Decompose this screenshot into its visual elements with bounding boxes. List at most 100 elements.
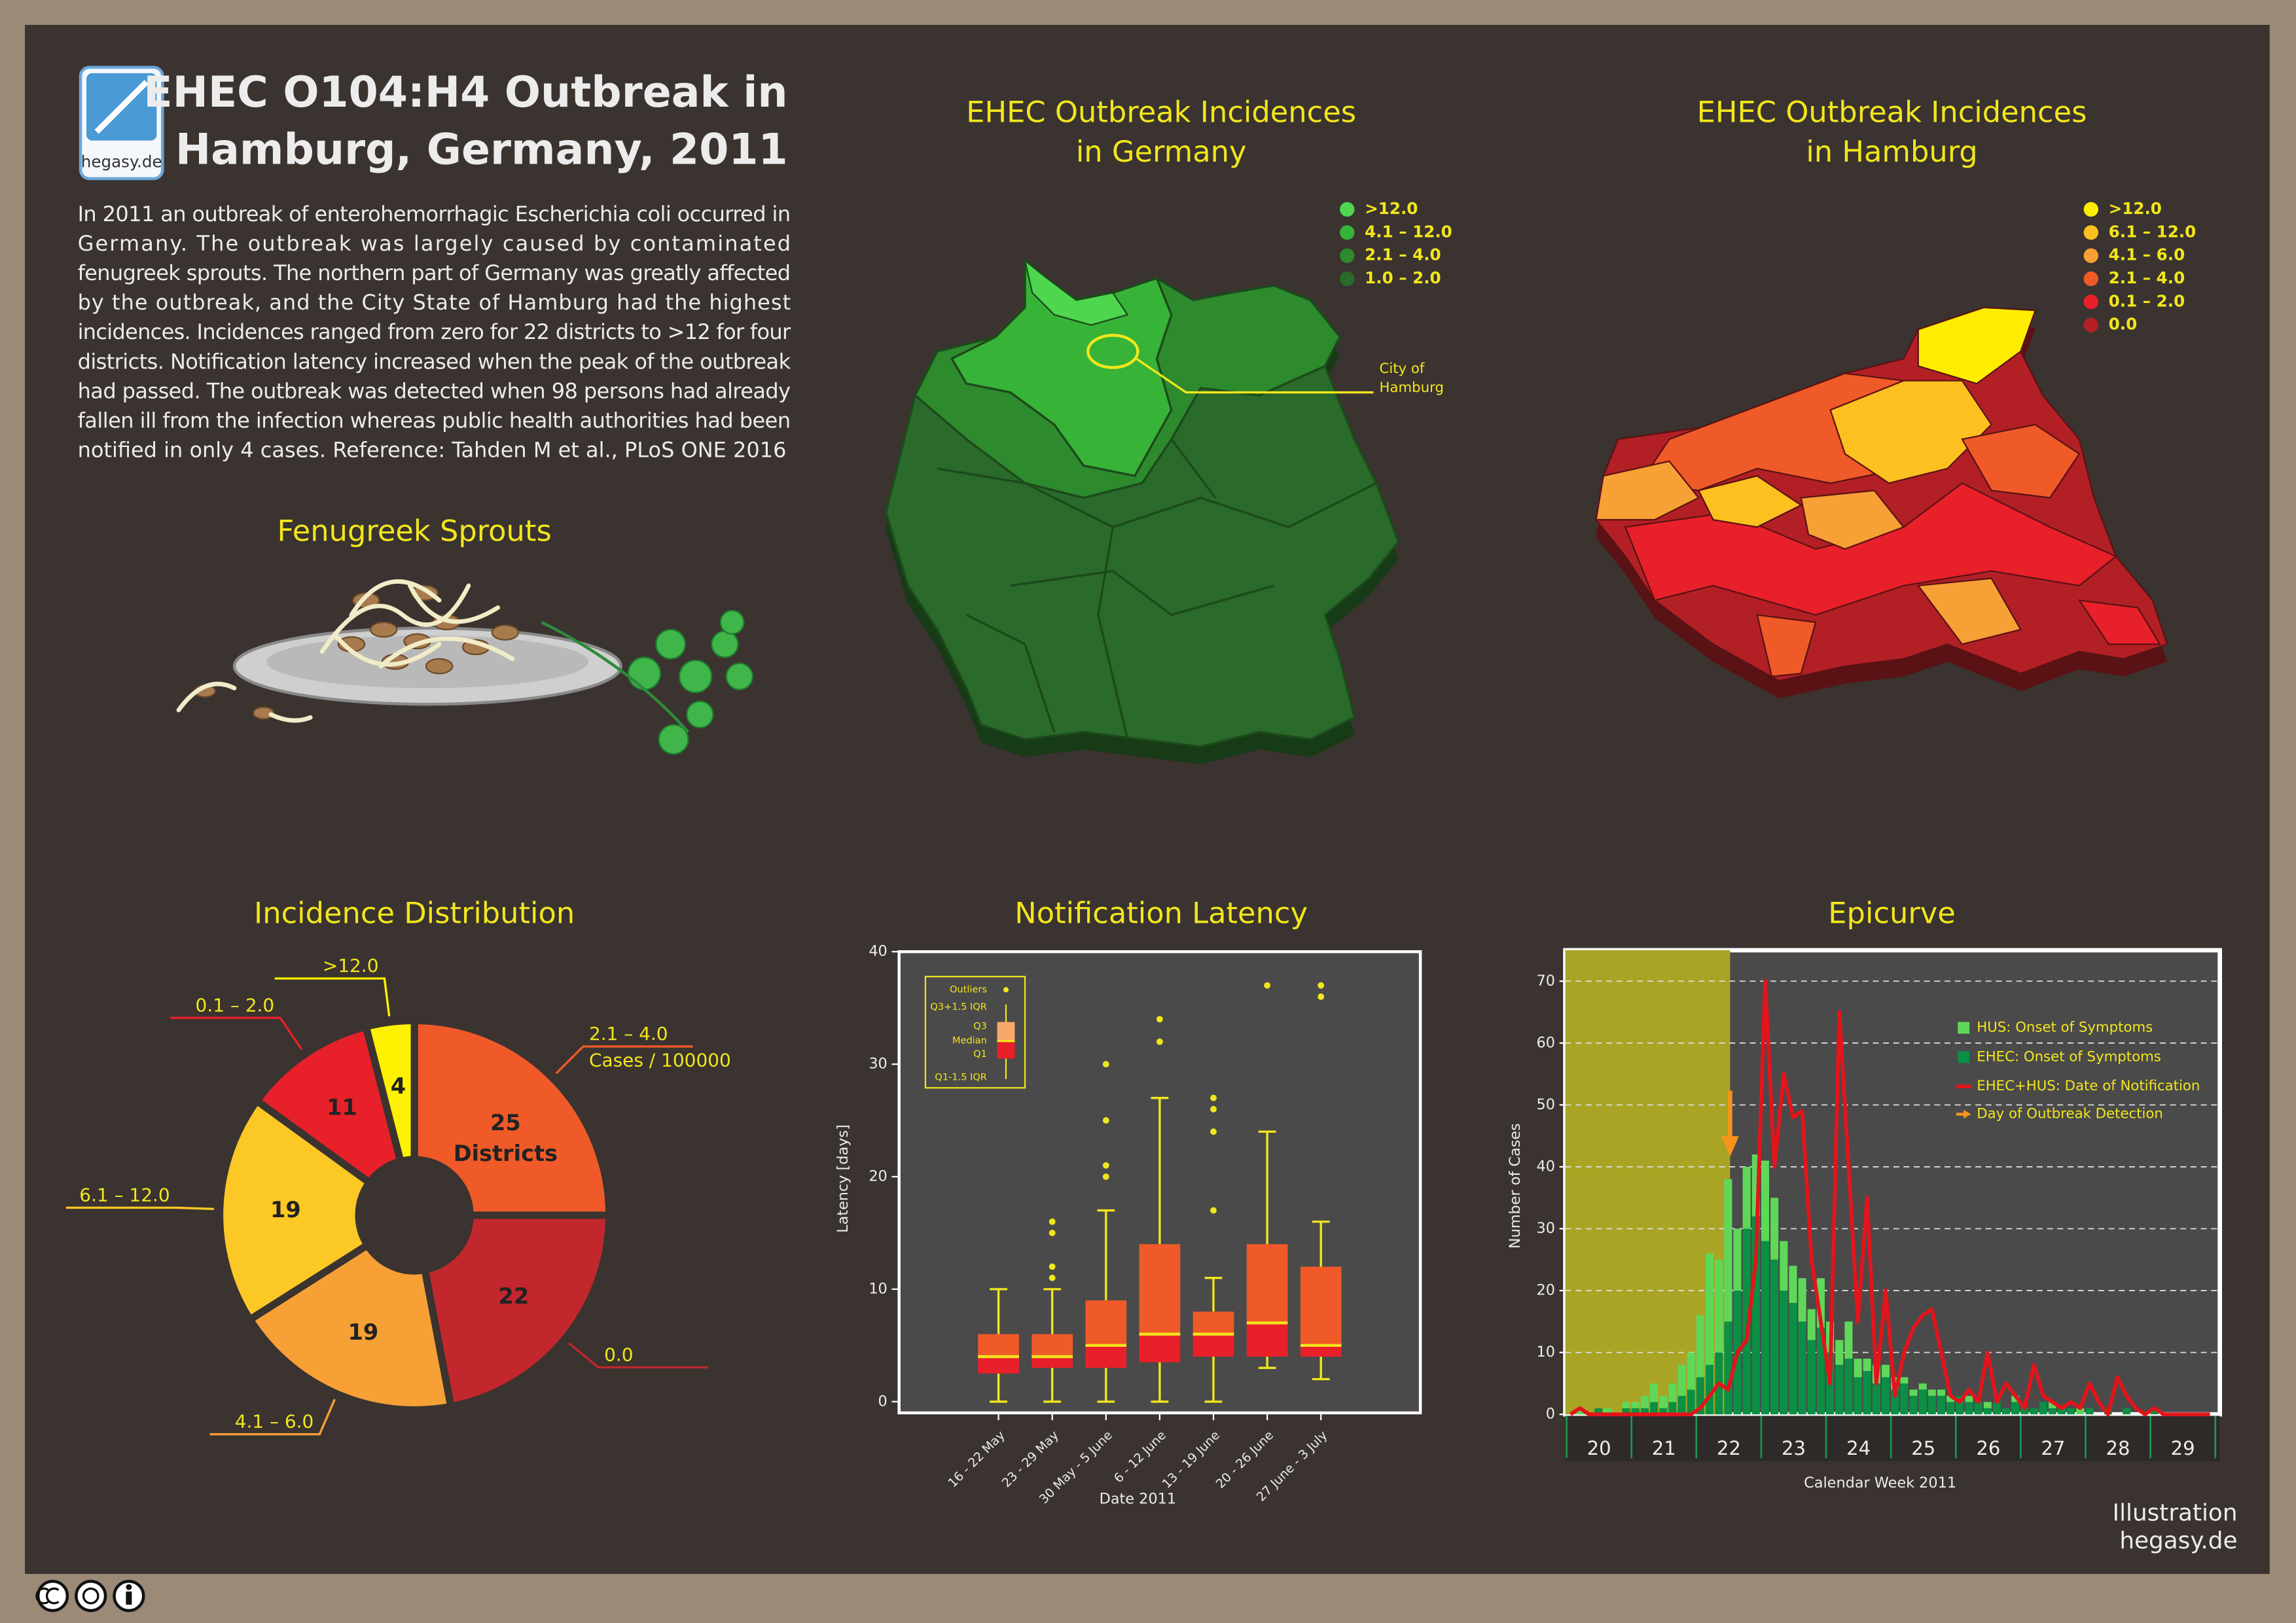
bar-ehec [1659,1408,1668,1415]
bar-ehec [1640,1408,1649,1415]
detection-arrow-head [1721,1136,1739,1157]
x-tick-label: 26 [1976,1437,2000,1459]
page-title: Hamburg, Germany, 2011 [175,125,788,174]
y-tick-label: 40 [869,943,887,960]
intro-text: In 2011 an outbreak of enterohemorrhagic… [78,202,791,226]
bar-ehec [2085,1408,2094,1415]
bar-hus [1881,1364,1890,1378]
category-label: 6.1 – 12.0 [79,1185,170,1206]
bar-hus [1854,1359,1862,1378]
bar-hus [1909,1389,1918,1396]
legend-swatch [1958,1022,1970,1034]
bar-ehec [1891,1389,1899,1415]
chart-title: Notification Latency [1014,895,1308,930]
bar-ehec [1677,1395,1686,1415]
map-title: in Germany [1076,134,1247,169]
bar-ehec [1770,1259,1779,1415]
category-label: >12.0 [323,955,379,976]
x-tick-label: 28 [2106,1437,2130,1459]
map-title: EHEC Outbreak Incidences [1697,95,2087,130]
bar-ehec [1909,1395,1918,1415]
y-tick-label: 60 [1537,1034,1555,1051]
category-note: Cases / 100000 [589,1049,731,1071]
bar-hus [1946,1395,1955,1402]
bar-hus [1604,1408,1612,1415]
legend-label: >12.0 [1365,199,1418,218]
bar-ehec [1974,1402,1982,1415]
box-upper [1300,1266,1342,1346]
leader-line [274,977,391,1017]
legend-label: HUS: Onset of Symptoms [1977,1020,2153,1036]
value-label: 11 [327,1095,357,1120]
outlier [1102,1117,1109,1124]
legend-swatch [1340,202,1355,217]
outlier [1049,1230,1056,1236]
leader-line [170,1016,303,1050]
germany-map [884,258,1400,764]
outlier [1102,1061,1109,1068]
intro-text: fallen ill from the infection whereas pu… [78,408,791,433]
legend-label: 0.0 [2109,315,2138,334]
bar-hus [2048,1402,2056,1408]
legend-label: >12.0 [2109,199,2162,218]
outlier [1210,1207,1217,1214]
bar-hus [1742,1166,1751,1229]
bar-hus [1715,1259,1723,1353]
bar-hus [1705,1253,1714,1365]
legend-box-lower [997,1041,1015,1059]
logo-text: hegasy.de [81,152,162,171]
bar-ehec [2150,1408,2159,1415]
chart-title: Epicurve [1828,895,1955,930]
bar-ehec [1946,1402,1955,1415]
bar-ehec [1844,1359,1853,1415]
outlier [1102,1173,1109,1180]
box-upper [1031,1334,1073,1357]
legend-label: Median [952,1036,987,1046]
x-tick-label: 24 [1846,1437,1871,1459]
legend-box-upper [997,1022,1015,1041]
bar-hus [1770,1198,1779,1260]
map-title: EHEC Outbreak Incidences [966,95,1356,130]
box-lower [1300,1345,1342,1357]
bar-ehec [2067,1408,2075,1415]
donut-slice [251,1022,405,1188]
outlier [1049,1263,1056,1270]
legend-outlier [1003,987,1009,993]
leader-line [65,1206,214,1210]
bar-ehec [1872,1383,1880,1415]
bar-hus [1918,1383,1927,1390]
bar-ehec [1687,1389,1695,1415]
bar-hus [1659,1395,1668,1408]
logo-pen [94,80,149,134]
intro-text: incidences. Incidences ranged from zero … [78,319,791,344]
y-axis-label: Number of Cases [1507,1123,1524,1249]
bar-ehec [1705,1364,1714,1415]
bar-ehec [1918,1389,1927,1415]
bar-hus [1863,1359,1871,1371]
section-title: Fenugreek Sprouts [278,513,552,548]
credit: Illustration [2113,1499,2238,1526]
bar-hus [1798,1278,1806,1322]
bar-hus [1761,1160,1769,1241]
box-lower [1085,1345,1127,1368]
legend-label: Q1-1.5 IQR [935,1073,986,1083]
donut-slice [420,1211,613,1411]
box-upper [1139,1244,1181,1334]
bar-ehec [1724,1321,1732,1415]
bar-ehec [1594,1408,1603,1415]
bar-ehec [2123,1408,2131,1415]
bar-hus [1733,1228,1742,1291]
box-lower [1193,1334,1234,1357]
x-tick-label: 29 [2171,1437,2195,1459]
donut-slice [361,1016,418,1166]
bar-ehec [1863,1370,1871,1415]
bar-hus [1983,1402,1992,1408]
y-tick-label: 70 [1537,972,1555,990]
hamburg-map [1595,306,2168,699]
leader-line [568,1342,708,1369]
bar-ehec [1650,1402,1659,1415]
bar-ehec [2057,1408,2066,1415]
x-tick-label: 20 [1587,1437,1611,1459]
